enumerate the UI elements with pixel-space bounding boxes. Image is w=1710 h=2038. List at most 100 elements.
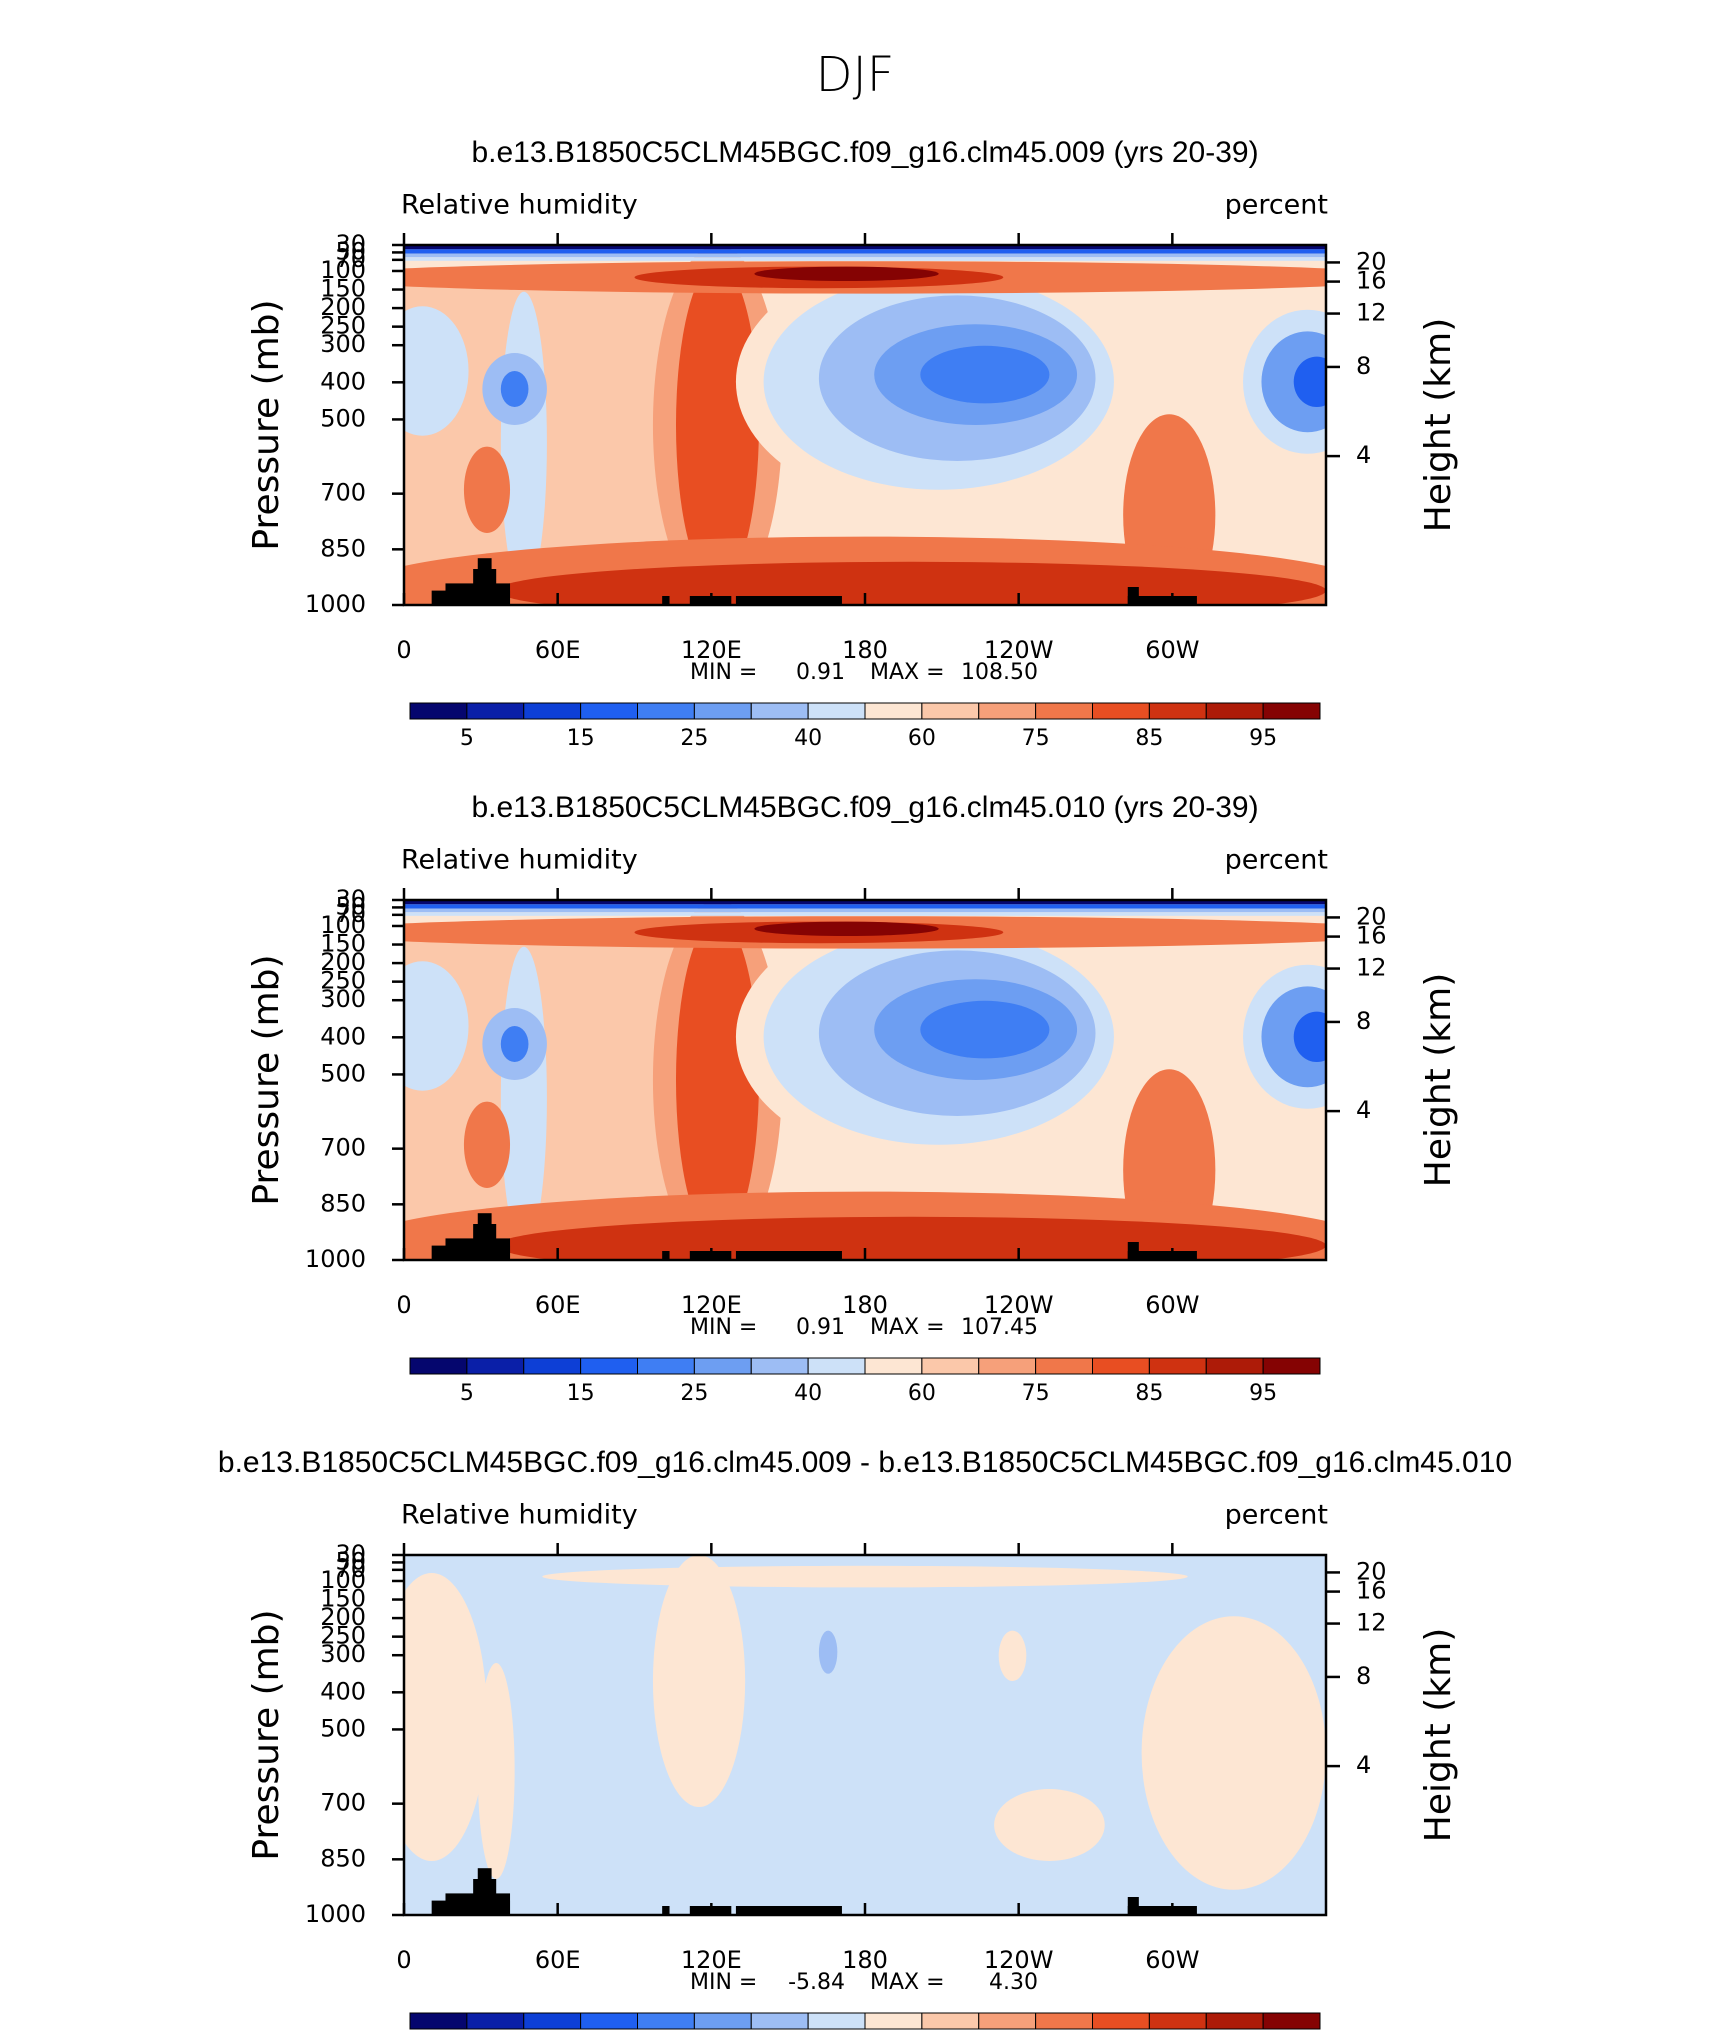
y-tick-label: 250	[320, 1622, 366, 1650]
colorbar-box	[864, 702, 923, 720]
contour-region	[920, 345, 1050, 404]
contour-region	[675, 263, 759, 587]
colorbar-label: -50	[449, 2036, 485, 2038]
x-tick-label: 0	[396, 1946, 411, 1974]
colorbar-label: -40	[506, 2036, 542, 2038]
colorbar-box	[1262, 2012, 1321, 2030]
contour-region	[652, 1555, 746, 1807]
colorbar-label: 75	[1022, 726, 1050, 751]
y-tick-label: 70	[335, 900, 366, 928]
colorbar-box	[637, 2012, 695, 2030]
colorbar-label: -30	[563, 2036, 599, 2038]
y-axis-label: Pressure (mb)	[246, 299, 287, 550]
y-tick-label: 1000	[305, 1245, 366, 1273]
y-tick-label: 500	[320, 1714, 366, 1742]
colorbar-label: 95	[1249, 726, 1277, 751]
min-text: MIN =	[690, 1315, 757, 1340]
y-tick-label: 400	[320, 367, 366, 395]
colorbar-box	[1205, 2012, 1264, 2030]
y-tick-label: 250	[320, 312, 366, 340]
y-tick-label: 1000	[305, 590, 366, 618]
contour-field	[404, 1555, 1326, 1915]
colorbar-box	[921, 2012, 980, 2030]
y-tick-label: 700	[320, 1789, 366, 1817]
right-label: percent	[1225, 1500, 1328, 1531]
colorbar-box	[750, 1357, 809, 1375]
x-tick-label: 60E	[535, 1291, 581, 1319]
x-tick-label: 0	[396, 636, 411, 664]
y2-tick-label: 12	[1356, 1609, 1387, 1637]
colorbar-box	[1148, 1357, 1207, 1375]
y-tick-label: 100	[320, 1566, 366, 1594]
topography	[662, 596, 670, 605]
colorbar-box	[750, 702, 809, 720]
colorbar-label: 85	[1135, 726, 1163, 751]
y-axis-label: Pressure (mb)	[246, 1609, 287, 1860]
x-tick-label: 120W	[984, 636, 1054, 664]
y2-tick-label: 16	[1356, 922, 1387, 950]
contour-region	[404, 912, 1326, 916]
colorbar-box	[580, 2012, 638, 2030]
topography	[477, 558, 492, 605]
x-tick-label: 60W	[1145, 636, 1199, 664]
contour-region	[496, 1216, 1326, 1260]
y-tick-label: 100	[320, 256, 366, 284]
x-tick-label: 180	[842, 1946, 888, 1974]
max-value: 108.50	[961, 660, 1038, 685]
contour-region	[998, 1630, 1027, 1682]
y2-axis-label: Height (km)	[1418, 1628, 1459, 1842]
colorbar-label: 15	[567, 1381, 595, 1406]
colorbar-box	[1262, 1357, 1321, 1375]
y-tick-label: 150	[320, 1585, 366, 1613]
colorbar-box	[466, 1357, 525, 1375]
colorbar-label: 85	[1135, 1381, 1163, 1406]
colorbar-box	[1205, 702, 1264, 720]
y-tick-label: 150	[320, 275, 366, 303]
x-tick-label: 180	[842, 1291, 888, 1319]
colorbar-label: 5	[460, 726, 474, 751]
topography	[662, 1251, 670, 1260]
y-tick-label: 400	[320, 1677, 366, 1705]
contour-region	[463, 1101, 511, 1189]
y2-tick-label: 16	[1356, 1577, 1387, 1605]
y-tick-label: 150	[320, 930, 366, 958]
colorbar-label: 50	[1249, 2036, 1277, 2038]
colorbar-label: 95	[1249, 1381, 1277, 1406]
y-tick-label: 850	[320, 1189, 366, 1217]
y-tick-label: 400	[320, 1022, 366, 1050]
colorbar-label: -15	[676, 2036, 712, 2038]
y-tick-label: 50	[335, 237, 366, 265]
colorbar-box	[523, 2012, 582, 2030]
topography	[735, 596, 842, 605]
topography	[1127, 1251, 1197, 1260]
colorbar-box	[580, 1357, 638, 1375]
colorbar-box	[637, 1357, 695, 1375]
contour-region	[1141, 1616, 1326, 1890]
colorbar-box	[864, 1357, 923, 1375]
colorbar-label: -20	[620, 2036, 656, 2038]
colorbar-box	[693, 1357, 752, 1375]
contour-region	[404, 961, 469, 1091]
y2-tick-label: 8	[1356, 1007, 1371, 1035]
topography	[477, 1868, 492, 1915]
y-tick-label: 70	[335, 1555, 366, 1583]
y2-tick-label: 20	[1356, 1557, 1387, 1585]
right-label: percent	[1225, 190, 1328, 221]
contour-region	[818, 1630, 838, 1674]
contour-region	[404, 253, 1326, 258]
colorbar-label: -5	[797, 2036, 819, 2038]
x-tick-label: 120E	[681, 1946, 742, 1974]
colorbar-label: 40	[794, 1381, 822, 1406]
y2-axis-label: Height (km)	[1418, 973, 1459, 1187]
topography	[735, 1251, 842, 1260]
colorbar-label: 40	[794, 726, 822, 751]
x-tick-label: 60E	[535, 1946, 581, 1974]
colorbar-box	[637, 702, 695, 720]
y-tick-label: 200	[320, 1603, 366, 1631]
y2-tick-label: 8	[1356, 352, 1371, 380]
topography	[1127, 1906, 1197, 1915]
contour-region	[1293, 356, 1326, 407]
y2-tick-label: 16	[1356, 267, 1387, 295]
colorbar-label: 60	[908, 1381, 936, 1406]
colorbar-label: 60	[908, 726, 936, 751]
